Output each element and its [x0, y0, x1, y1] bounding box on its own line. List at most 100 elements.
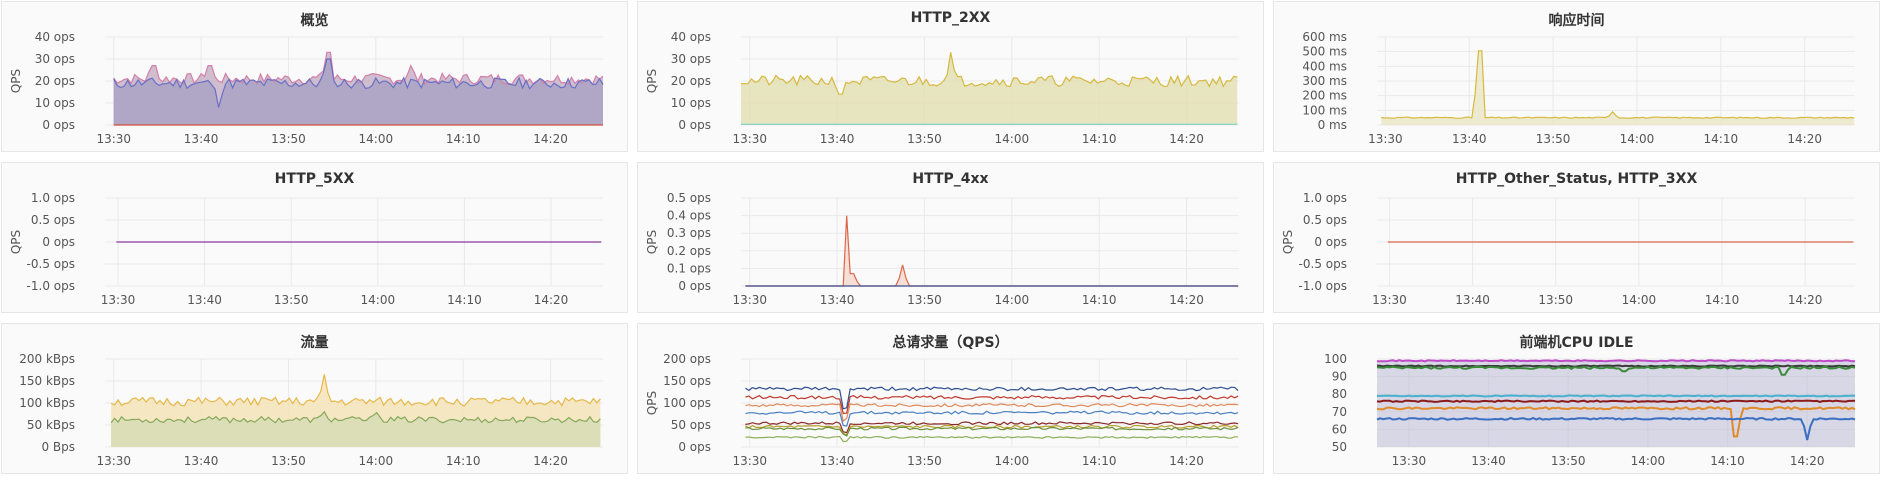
x-tick-label: 14:00 — [995, 293, 1030, 307]
x-tick-label: 14:10 — [1082, 132, 1117, 146]
series-lines — [745, 215, 1239, 287]
x-tick-label: 14:10 — [1082, 293, 1117, 307]
x-tick-label: 14:00 — [1622, 293, 1657, 307]
x-tick-label: 13:50 — [271, 132, 306, 146]
y-tick-label: 100 ops — [663, 396, 711, 410]
x-tick-label: 14:20 — [1787, 132, 1822, 146]
y-tick-label: 0.5 ops — [31, 213, 75, 227]
y-tick-label: 0 Bps — [41, 440, 75, 454]
series-lines — [1376, 359, 1856, 441]
y-tick-label: -1.0 ops — [27, 279, 75, 293]
y-axis-label: QPS — [9, 230, 23, 254]
x-tick-label: 14:20 — [1169, 454, 1204, 468]
x-tick-label: 14:00 — [359, 132, 394, 146]
panel-title[interactable]: 前端机CPU IDLE — [1519, 335, 1634, 351]
y-tick-label: 20 ops — [671, 74, 711, 88]
x-tick-label: 14:00 — [1620, 132, 1655, 146]
y-tick-label: 500 ms — [1302, 45, 1347, 59]
x-tick-label: 13:40 — [187, 293, 222, 307]
overview-chart: 40 ops 30 ops 20 ops 10 ops 0 ops 13:30 13:40 1… — [9, 30, 604, 146]
series-lines — [740, 52, 1238, 125]
y-tick-label: 300 ms — [1302, 74, 1347, 88]
panel-http-2xx: HTTP_2XX 40 ops 30 ops 20 ops 10 ops 0 ops 13… — [637, 1, 1264, 152]
series-areas — [113, 52, 603, 125]
y-tick-label: 600 ms — [1302, 30, 1347, 44]
y-tick-label: 0.4 ops — [667, 209, 711, 223]
y-tick-label: 0 ops — [1314, 235, 1347, 249]
y-tick-label: 90 — [1332, 370, 1347, 384]
y-tick-label: 100 kBps — [19, 396, 75, 410]
y-tick-label: 10 ops — [35, 96, 75, 110]
series-area — [1377, 360, 1855, 447]
series-line — [745, 421, 1239, 434]
http-other-3xx-chart: 1.0 ops 0.5 ops 0 ops -0.5 ops -1.0 ops 13:30… — [1281, 191, 1855, 307]
y-tick-label: 0 ops — [678, 440, 711, 454]
panel-frontend-cpu-idle: 前端机CPU IDLE 100 90 80 70 60 50 13:30 13:40 13:50… — [1273, 323, 1880, 474]
panel-title[interactable]: HTTP_Other_Status, HTTP_3XX — [1455, 171, 1698, 187]
x-tick-label: 13:40 — [1471, 454, 1506, 468]
series-lines — [1381, 50, 1855, 119]
x-tick-label: 14:10 — [446, 132, 481, 146]
x-tick-label: 13:50 — [271, 454, 306, 468]
x-tick-label: 13:50 — [1551, 454, 1586, 468]
series-line — [1376, 416, 1856, 441]
panel-title[interactable]: 概览 — [300, 13, 329, 29]
y-tick-label: 20 ops — [35, 74, 75, 88]
x-tick-label: 13:30 — [732, 454, 767, 468]
x-tick-label: 13:50 — [907, 454, 942, 468]
x-tick-label: 14:00 — [995, 132, 1030, 146]
series-lines — [113, 51, 604, 126]
y-tick-label: 50 kBps — [27, 418, 75, 432]
y-tick-label: 0.5 ops — [1303, 213, 1347, 227]
panel-title[interactable]: 总请求量（QPS） — [892, 335, 1009, 351]
panel-traffic: 流量 200 kBps 150 kBps 100 kBps 50 kBps 0 Bps 1… — [1, 323, 628, 474]
y-tick-label: 0.3 ops — [667, 226, 711, 240]
y-tick-label: -0.5 ops — [27, 257, 75, 271]
series-line — [1376, 406, 1856, 438]
x-tick-label: 13:30 — [732, 293, 767, 307]
y-axis-label: QPS — [9, 69, 23, 93]
x-tick-label: 14:00 — [361, 293, 396, 307]
y-tick-label: 30 ops — [35, 52, 75, 66]
series-line — [1376, 399, 1856, 403]
x-tick-label: 14:10 — [1705, 293, 1740, 307]
y-tick-label: 50 ops — [671, 418, 711, 432]
panel-title[interactable]: 响应时间 — [1548, 13, 1605, 29]
x-tick-label: 14:20 — [533, 454, 568, 468]
y-tick-label: 0.2 ops — [667, 244, 711, 258]
y-tick-label: 0.5 ops — [667, 191, 711, 205]
x-tick-label: 14:00 — [359, 454, 394, 468]
panel-total-requests: 总请求量（QPS） 200 ops 150 ops 100 ops 50 ops 0 o… — [637, 323, 1264, 474]
x-tick-label: 13:40 — [1452, 132, 1487, 146]
series-line — [1376, 394, 1856, 398]
series-area — [741, 52, 1238, 125]
panel-title[interactable]: HTTP_4xx — [912, 171, 989, 187]
y-tick-label: 0 ops — [42, 118, 75, 132]
x-tick-label: 13:40 — [820, 454, 855, 468]
y-tick-label: 10 ops — [671, 96, 711, 110]
series-line — [745, 386, 1239, 410]
series-line — [1376, 364, 1856, 368]
series-line — [745, 426, 1239, 437]
y-tick-label: 40 ops — [35, 30, 75, 44]
y-tick-label: 200 kBps — [19, 352, 75, 366]
x-tick-label: 14:20 — [534, 293, 569, 307]
y-axis-label: QPS — [645, 391, 659, 415]
x-tick-label: 13:50 — [1538, 293, 1573, 307]
y-tick-label: 400 ms — [1302, 59, 1347, 73]
x-tick-label: 13:30 — [1368, 132, 1403, 146]
series-line — [110, 410, 601, 424]
y-tick-label: 40 ops — [671, 30, 711, 44]
panel-title[interactable]: 流量 — [300, 335, 329, 351]
panel-overview: 概览 40 ops 30 ops 20 ops 10 ops 0 ops 13:30 13:… — [1, 1, 628, 152]
panel-title[interactable]: HTTP_5XX — [274, 171, 355, 187]
x-tick-label: 13:30 — [96, 132, 131, 146]
series-areas — [1381, 50, 1855, 125]
series-line — [113, 58, 604, 108]
y-tick-label: 80 — [1332, 387, 1347, 401]
panel-title[interactable]: HTTP_2XX — [910, 10, 991, 26]
series-line — [1376, 365, 1856, 376]
series-area — [1381, 50, 1855, 125]
http-2xx-chart: 40 ops 30 ops 20 ops 10 ops 0 ops 13:30 13:40 1… — [645, 30, 1239, 146]
